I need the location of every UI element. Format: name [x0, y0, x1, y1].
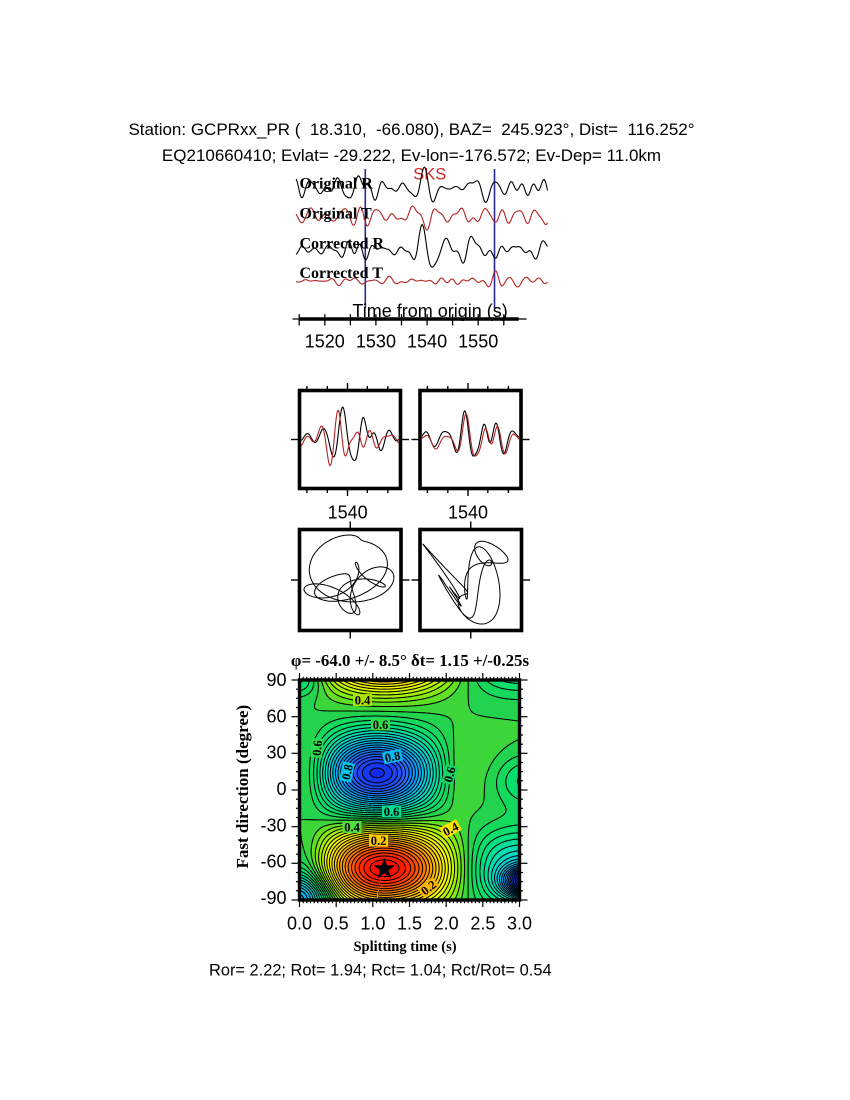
- svg-text:Original R: Original R: [300, 176, 374, 193]
- svg-text:1530: 1530: [356, 332, 396, 352]
- svg-text:-90: -90: [260, 888, 286, 908]
- svg-text:0.2: 0.2: [371, 834, 387, 848]
- svg-text:1540: 1540: [407, 332, 447, 352]
- svg-text:1.0: 1.0: [360, 913, 385, 933]
- svg-text:0.6: 0.6: [373, 718, 389, 732]
- svg-text:Station: GCPRxx_PR ( 18.310,: Station: GCPRxx_PR ( 18.310, -66.080), B…: [128, 120, 694, 139]
- svg-text:1540: 1540: [328, 503, 368, 523]
- svg-text:1.5: 1.5: [397, 913, 422, 933]
- svg-text:0.0: 0.0: [287, 913, 312, 933]
- svg-text:0.6: 0.6: [310, 740, 325, 757]
- svg-text:0: 0: [276, 779, 286, 799]
- svg-text:Fast direction (degree): Fast direction (degree): [233, 705, 252, 869]
- svg-text:90: 90: [266, 670, 286, 690]
- svg-text:3.0: 3.0: [507, 913, 532, 933]
- svg-text:2.5: 2.5: [470, 913, 495, 933]
- svg-text:0.8: 0.8: [339, 763, 356, 781]
- svg-text:Splitting time (s): Splitting time (s): [353, 939, 456, 955]
- svg-text:0.4: 0.4: [355, 693, 371, 707]
- svg-text:0.6: 0.6: [441, 765, 459, 784]
- svg-text:30: 30: [266, 743, 286, 763]
- svg-text:2.0: 2.0: [434, 913, 459, 933]
- svg-text:Corrected T: Corrected T: [300, 265, 384, 282]
- svg-text:60: 60: [266, 706, 286, 726]
- svg-text:0.5: 0.5: [324, 913, 349, 933]
- svg-text:Ror= 2.22; Rot= 1.94; Rct= 1.0: Ror= 2.22; Rot= 1.94; Rct= 1.04; Rct/Rot…: [209, 962, 552, 980]
- svg-text:φ= -64.0 +/- 8.5° δt= 1.15 +/-: φ= -64.0 +/- 8.5° δt= 1.15 +/-0.25s: [291, 651, 530, 670]
- svg-text:0.4: 0.4: [441, 819, 462, 839]
- svg-text:0.4: 0.4: [344, 820, 360, 834]
- svg-text:0.8: 0.8: [383, 748, 401, 765]
- svg-text:SKS: SKS: [413, 166, 446, 184]
- svg-text:1540: 1540: [448, 503, 488, 523]
- svg-text:1550: 1550: [458, 332, 498, 352]
- svg-text:Original T: Original T: [300, 205, 372, 222]
- svg-text:Corrected R: Corrected R: [300, 235, 385, 252]
- svg-text:-60: -60: [260, 852, 286, 872]
- svg-text:-30: -30: [260, 815, 286, 835]
- svg-text:Time from origin (s): Time from origin (s): [352, 301, 507, 321]
- svg-text:1520: 1520: [305, 332, 345, 352]
- svg-text:0.6: 0.6: [384, 805, 400, 819]
- svg-text:EQ210660410; Evlat= -29.222, E: EQ210660410; Evlat= -29.222, Ev-lon=-176…: [162, 146, 661, 165]
